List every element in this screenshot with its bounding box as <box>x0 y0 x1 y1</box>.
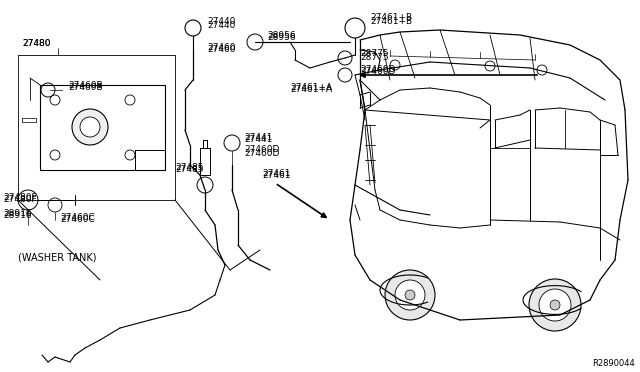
Text: 28775: 28775 <box>360 52 388 61</box>
Text: 27460C: 27460C <box>60 214 95 222</box>
Circle shape <box>50 95 60 105</box>
Circle shape <box>537 65 547 75</box>
Circle shape <box>125 150 135 160</box>
Circle shape <box>550 300 560 310</box>
Text: 27460: 27460 <box>207 45 236 55</box>
Text: 27440: 27440 <box>207 17 236 26</box>
Circle shape <box>385 270 435 320</box>
Text: 27485: 27485 <box>175 166 204 174</box>
Text: 28916: 28916 <box>3 211 31 219</box>
Text: (WASHER TANK): (WASHER TANK) <box>18 253 97 263</box>
Text: 27441: 27441 <box>244 132 273 141</box>
Text: 28916: 28916 <box>3 208 31 218</box>
Circle shape <box>80 117 100 137</box>
Circle shape <box>485 61 495 71</box>
Text: R2890044: R2890044 <box>592 359 635 368</box>
Circle shape <box>50 150 60 160</box>
Text: 27460C: 27460C <box>60 215 95 224</box>
Circle shape <box>405 290 415 300</box>
Text: 27480F: 27480F <box>3 196 36 205</box>
Circle shape <box>338 68 352 82</box>
Text: 27480: 27480 <box>22 38 51 48</box>
Text: 27480F: 27480F <box>3 193 36 202</box>
Text: 27480: 27480 <box>22 38 51 48</box>
Circle shape <box>338 51 352 65</box>
Text: 27460D: 27460D <box>244 145 280 154</box>
Circle shape <box>247 34 263 50</box>
Text: 27461+B: 27461+B <box>370 17 412 26</box>
Text: 27461: 27461 <box>262 169 291 177</box>
Circle shape <box>41 83 55 97</box>
Circle shape <box>345 18 365 38</box>
Circle shape <box>197 177 213 193</box>
Circle shape <box>72 109 108 145</box>
Circle shape <box>125 95 135 105</box>
Circle shape <box>395 280 425 310</box>
Text: 27461+A: 27461+A <box>290 83 332 92</box>
Text: 27460D: 27460D <box>360 65 396 74</box>
Text: 27460B: 27460B <box>68 80 102 90</box>
Text: 27460B: 27460B <box>68 83 102 93</box>
Text: 28956: 28956 <box>267 33 296 42</box>
Circle shape <box>18 190 38 210</box>
Circle shape <box>539 289 571 321</box>
Text: 28775: 28775 <box>360 49 388 58</box>
Circle shape <box>48 198 62 212</box>
Text: 27485: 27485 <box>175 163 204 171</box>
Text: 27441: 27441 <box>244 135 273 144</box>
Circle shape <box>529 279 581 331</box>
Text: 27461+B: 27461+B <box>370 13 412 22</box>
Text: 27461+A: 27461+A <box>290 86 332 94</box>
Circle shape <box>185 20 201 36</box>
Circle shape <box>390 60 400 70</box>
Circle shape <box>224 135 240 151</box>
Text: 27460: 27460 <box>207 44 236 52</box>
Text: 27461: 27461 <box>262 170 291 180</box>
Text: 27460D: 27460D <box>244 148 280 157</box>
Text: 27460D: 27460D <box>360 67 396 77</box>
Text: 28956: 28956 <box>267 31 296 39</box>
Text: 27440: 27440 <box>207 20 236 29</box>
